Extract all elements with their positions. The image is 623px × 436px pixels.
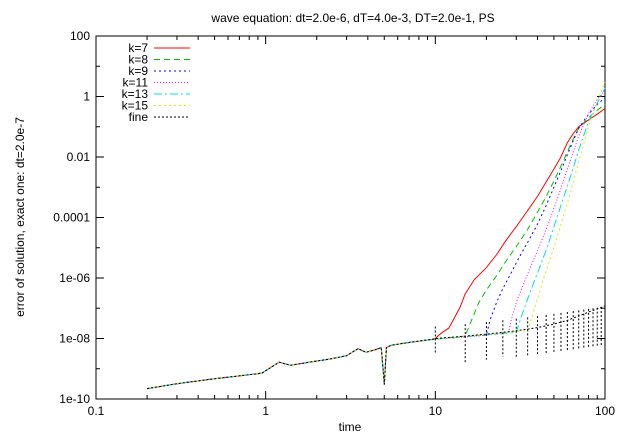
y-tick-label: 1 xyxy=(83,90,90,104)
legend-label: k=9 xyxy=(128,64,148,78)
x-tick-label: 10 xyxy=(429,404,443,418)
series-line-k-9 xyxy=(147,97,606,390)
chart-title: wave equation: dt=2.0e-6, dT=4.0e-3, DT=… xyxy=(210,11,494,25)
legend-label: k=15 xyxy=(122,99,149,113)
y-tick-label: 0.0001 xyxy=(53,211,90,225)
y-tick-label: 1e-10 xyxy=(59,392,90,406)
y-tick-label: 1e-08 xyxy=(59,332,90,346)
y-tick-label: 100 xyxy=(70,29,90,43)
series-line-k-13 xyxy=(147,87,606,390)
y-axis-label: error of solution, exact one: dt=2.0e-7 xyxy=(13,117,27,317)
series-line-k-7 xyxy=(147,108,606,390)
legend-label: k=7 xyxy=(128,41,148,55)
legend-label: k=11 xyxy=(123,76,149,90)
legend-label: k=8 xyxy=(128,53,148,67)
y-tick-label: 1e-06 xyxy=(59,271,90,285)
legend-label: fine xyxy=(129,110,149,124)
series-line-k-15 xyxy=(147,81,606,390)
x-tick-label: 0.1 xyxy=(88,404,105,418)
legend-label: k=13 xyxy=(122,87,149,101)
axis-ticks: 0.1 1 10 100 1e-10 1e-08 1e-06 0.0001 0.01 1 100 xyxy=(53,29,615,418)
plot-area xyxy=(147,81,606,390)
series-line-k-11 xyxy=(147,89,606,390)
plot-frame xyxy=(95,35,606,400)
x-axis-label: time xyxy=(339,420,362,434)
y-tick-label: 0.01 xyxy=(67,150,91,164)
x-tick-label: 100 xyxy=(595,404,615,418)
x-tick-label: 1 xyxy=(262,404,269,418)
series-line-fine xyxy=(147,305,606,390)
series-line-k-8 xyxy=(147,104,606,390)
